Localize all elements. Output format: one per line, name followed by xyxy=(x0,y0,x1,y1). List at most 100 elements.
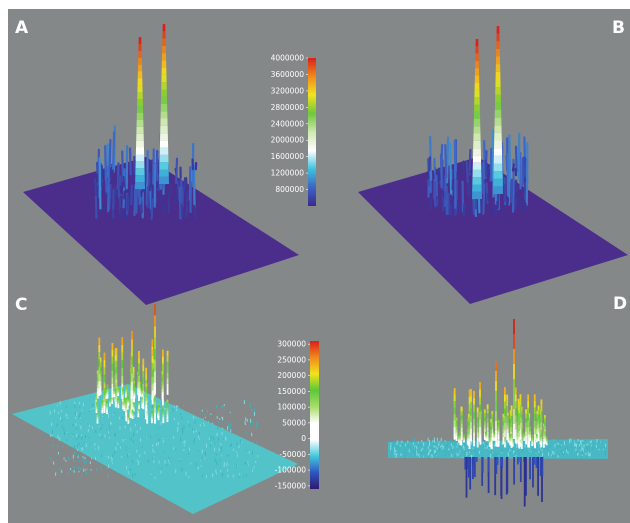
panel-a-peak xyxy=(161,74,167,83)
panel-b-spike xyxy=(488,168,492,177)
panel-label-b: B xyxy=(612,18,625,38)
panel-a-spike xyxy=(184,177,188,188)
colorbar-top: 4000000 3600000 3200000 2800000 2400000 20000… xyxy=(271,54,316,206)
panel-b-peak xyxy=(494,117,502,126)
panel-b-spike xyxy=(431,170,435,180)
panel-a-spike xyxy=(117,174,121,199)
panel-a-peak xyxy=(137,64,143,72)
panel-b-spike xyxy=(469,205,473,215)
colorbar-bottom-tick-label: 250000 xyxy=(277,355,306,364)
panel-b-spike xyxy=(429,198,432,210)
panel-a-peak xyxy=(138,50,142,58)
panel-a-peak xyxy=(159,140,169,148)
panel-b-peak xyxy=(494,132,502,141)
panel-a-spike xyxy=(123,211,128,221)
panel-a-peak xyxy=(160,111,168,119)
panel-a-spike xyxy=(148,182,152,192)
panel-a-peak xyxy=(159,169,169,177)
panel-a-peak xyxy=(160,133,168,141)
panel-a-spike xyxy=(175,157,179,185)
colorbar-bottom-tick-label: 300000 xyxy=(277,340,306,349)
panel-a-peak xyxy=(162,38,166,46)
panel-a-spike xyxy=(146,186,150,209)
panel-b-peak xyxy=(493,163,503,172)
panel-b-peak xyxy=(494,110,502,118)
panel-b-peak xyxy=(495,87,501,95)
panel-a-spike xyxy=(108,138,112,171)
panel-b-spike xyxy=(494,205,498,215)
panel-b-spike xyxy=(469,164,473,174)
panel-a-peak xyxy=(162,45,166,54)
panel-a-peak xyxy=(135,175,145,183)
panel-b-peak xyxy=(493,178,503,187)
panel-a-spike xyxy=(193,208,197,220)
colorbar-top-tick-label: 2000000 xyxy=(271,136,305,145)
panel-a-spike xyxy=(121,150,125,182)
panel-b-peak xyxy=(474,104,480,112)
colorbar-bottom-gradient xyxy=(310,341,319,489)
colorbar-bottom: 300000 250000 200000 150000 100000 50000 0 -500… xyxy=(275,340,319,490)
panel-b-peak xyxy=(493,155,503,164)
panel-a-peak xyxy=(161,60,167,68)
panel-b-peak xyxy=(472,177,482,185)
panel-b-peak xyxy=(496,48,500,57)
panel-b-spike xyxy=(444,144,448,179)
colorbar-top-gradient xyxy=(308,58,316,206)
panel-b-peak xyxy=(495,79,501,88)
panel-a-peak xyxy=(137,99,143,107)
panel-a-peak xyxy=(159,154,169,163)
panel-a-spike xyxy=(104,144,107,181)
panel-a-spike xyxy=(159,193,163,203)
panel-b-spike xyxy=(465,160,469,184)
panel-b-peak xyxy=(473,119,481,127)
panel-b-peak xyxy=(493,171,503,179)
panel-a-peak xyxy=(138,37,142,44)
panel-b-spike xyxy=(523,202,527,212)
panel-a-spike xyxy=(130,172,134,183)
colorbar-bottom-tick-label: -100000 xyxy=(275,466,307,475)
panel-a-peak xyxy=(162,24,166,32)
panel-a-peak xyxy=(136,140,144,148)
colorbar-top-tick-label: 800000 xyxy=(275,185,304,194)
colorbar-bottom-tick-label: -50000 xyxy=(279,450,306,459)
panel-a-spike xyxy=(185,203,189,218)
surface-spikes-c xyxy=(49,304,259,479)
panel-a-peak xyxy=(159,162,169,170)
panel-b-peak xyxy=(475,53,479,61)
surface-spikes-d xyxy=(390,319,607,507)
panel-a-peak xyxy=(160,118,168,126)
panel-a-peak xyxy=(159,147,169,155)
colorbar-top-tick-label: 1200000 xyxy=(271,169,305,178)
panel-b-peak xyxy=(472,169,482,178)
surface-panel-a xyxy=(23,24,299,305)
panel-b-peak xyxy=(494,102,502,110)
surface-figure: A B C D 4000000 3600000 3200000 2800000 2400… xyxy=(12,18,628,514)
panel-b-peak xyxy=(474,68,480,76)
panel-b-spike xyxy=(514,190,518,200)
panel-b-peak xyxy=(474,75,480,83)
panel-b-peak xyxy=(475,60,479,69)
panel-a-peak xyxy=(137,85,143,93)
surface-floor-a xyxy=(23,157,299,305)
panel-b-peak xyxy=(473,111,481,119)
panel-a-peak xyxy=(136,133,144,141)
panel-b-peak xyxy=(473,126,481,134)
panel-b-spike xyxy=(514,167,518,177)
panel-a-peak xyxy=(161,53,167,61)
panel-a-peak xyxy=(161,82,167,90)
surface-spikes-a xyxy=(93,24,198,221)
panel-a-peak xyxy=(135,147,145,155)
panel-a-spike xyxy=(192,163,196,211)
colorbar-bottom-tick-label: 150000 xyxy=(277,387,306,396)
panel-b-peak xyxy=(475,46,479,54)
colorbar-top-tick-label: 1600000 xyxy=(271,152,305,161)
panel-b-spike xyxy=(511,163,515,172)
panel-b-spike xyxy=(500,206,504,215)
panel-b-spike xyxy=(485,181,489,205)
panel-a-spike xyxy=(149,171,152,185)
panel-b-spike xyxy=(461,160,465,171)
panel-b-peak xyxy=(474,82,480,90)
panel-a-spike xyxy=(140,189,143,198)
panel-b-peak xyxy=(493,186,503,194)
colorbar-bottom-tick-label: 100000 xyxy=(277,403,306,412)
